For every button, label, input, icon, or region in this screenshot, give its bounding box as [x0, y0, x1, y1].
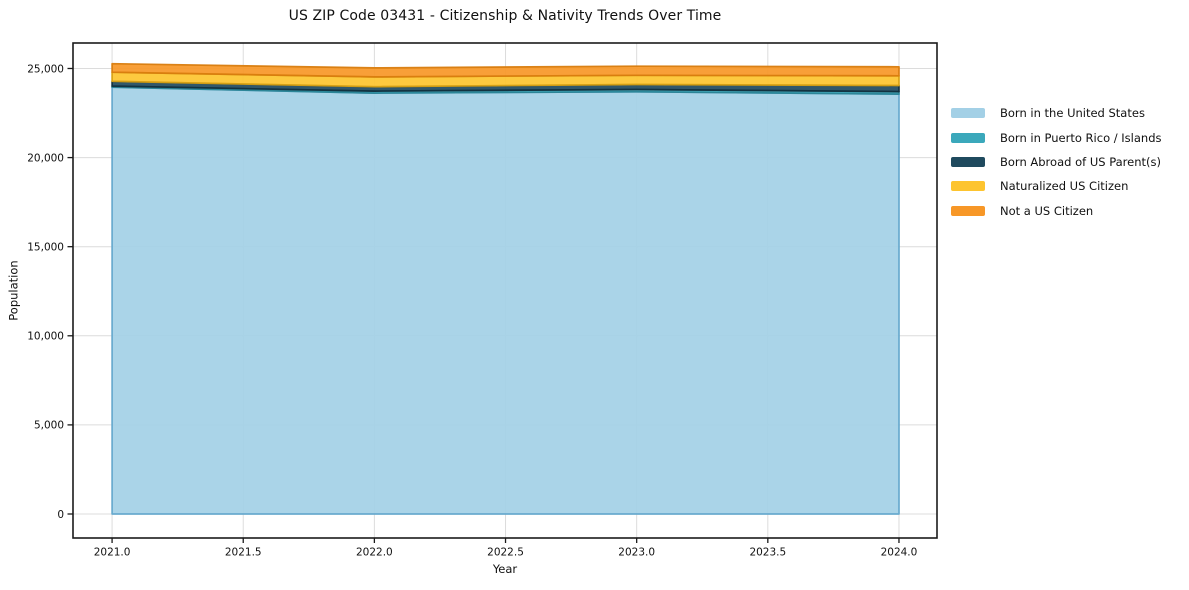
y-tick-label: 0: [57, 509, 64, 521]
x-tick-label: 2024.0: [881, 547, 918, 559]
x-tick-label: 2022.0: [356, 547, 393, 559]
legend-label: Born in Puerto Rico / Islands: [1000, 130, 1162, 145]
legend-swatch: [951, 181, 985, 192]
x-tick-label: 2021.5: [225, 547, 262, 559]
legend-label: Born Abroad of US Parent(s): [1000, 154, 1161, 169]
legend-swatch: [951, 132, 985, 143]
x-tick-label: 2021.0: [94, 547, 131, 559]
legend-item: Born Abroad of US Parent(s): [951, 150, 1162, 174]
chart-title: US ZIP Code 03431 - Citizenship & Nativi…: [288, 8, 722, 24]
legend: Born in the United States Born in Puerto …: [951, 101, 1162, 223]
legend-item: Born in Puerto Rico / Islands: [951, 125, 1162, 149]
area-series-not-a-us-citizen: [111, 62, 900, 78]
y-tick-label: 15,000: [27, 241, 64, 253]
legend-swatch: [951, 156, 985, 167]
x-tick-label: 2023.5: [749, 547, 786, 559]
y-axis-label: Population: [6, 260, 21, 321]
y-tick-label: 5,000: [34, 420, 64, 432]
legend-swatch: [951, 205, 985, 216]
legend-label: Not a US Citizen: [1000, 203, 1094, 218]
legend-item: Naturalized US Citizen: [951, 174, 1162, 198]
x-tick-label: 2023.0: [618, 547, 655, 559]
y-tick-label: 25,000: [27, 63, 64, 75]
y-tick-label: 20,000: [27, 152, 64, 164]
area-series-born-in-the-united-states: [111, 86, 900, 515]
x-axis-label: Year: [492, 562, 518, 576]
x-tick-label: 2022.5: [487, 547, 524, 559]
legend-item: Born in the United States: [951, 101, 1162, 125]
legend-item: Not a US Citizen: [951, 199, 1162, 223]
legend-label: Naturalized US Citizen: [1000, 179, 1129, 194]
y-tick-label: 10,000: [27, 331, 64, 343]
legend-label: Born in the United States: [1000, 106, 1145, 121]
legend-swatch: [951, 108, 985, 119]
